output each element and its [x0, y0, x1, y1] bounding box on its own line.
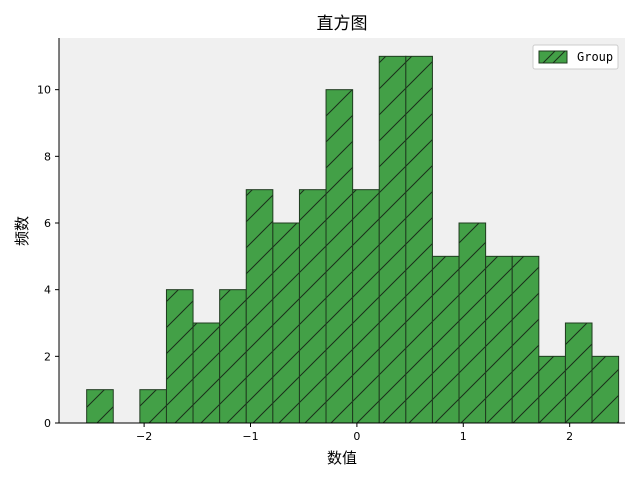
histogram-bar [591, 355, 620, 424]
legend: Group [532, 44, 619, 70]
histogram-bar [139, 389, 167, 424]
histogram-bar [86, 389, 114, 424]
legend-label-group: Group [577, 50, 613, 64]
histogram-bar [431, 255, 460, 424]
histogram-bar [298, 189, 327, 424]
histogram-bar [272, 222, 300, 424]
legend-swatch-hatch [542, 50, 556, 64]
x-tick-label: −2 [136, 430, 152, 443]
y-tick-label: 8 [44, 150, 51, 163]
legend-swatch-hatch [552, 50, 566, 64]
histogram-bar [458, 222, 487, 424]
histogram-bar [192, 322, 221, 424]
x-axis-ticks: −2 −1 0 1 2 [136, 423, 573, 443]
bars-group [86, 55, 620, 424]
y-tick-label: 0 [44, 417, 51, 430]
x-tick-label: −1 [242, 430, 258, 443]
x-tick-label: 0 [353, 430, 360, 443]
histogram-bar [511, 255, 540, 424]
histogram-bar [485, 255, 513, 424]
y-tick-label: 6 [44, 217, 51, 230]
y-axis-ticks: 0 2 4 6 8 10 [37, 84, 59, 430]
x-tick-label: 1 [460, 430, 467, 443]
histogram-bar [219, 289, 247, 424]
histogram-bar [538, 355, 566, 424]
histogram-bar [325, 89, 354, 424]
y-tick-label: 10 [37, 84, 51, 97]
y-tick-label: 2 [44, 350, 51, 363]
histogram-bar [405, 55, 433, 424]
histogram-bar [245, 189, 274, 424]
histogram-bar [165, 289, 194, 424]
histogram-bar [564, 322, 593, 424]
chart-title: 直方图 [317, 14, 368, 34]
y-tick-label: 4 [44, 284, 51, 297]
histogram-bar [352, 189, 380, 424]
y-axis-title: 频数 [13, 216, 31, 246]
x-tick-label: 2 [566, 430, 573, 443]
histogram-bar [378, 55, 407, 424]
x-axis-title: 数值 [327, 449, 357, 467]
